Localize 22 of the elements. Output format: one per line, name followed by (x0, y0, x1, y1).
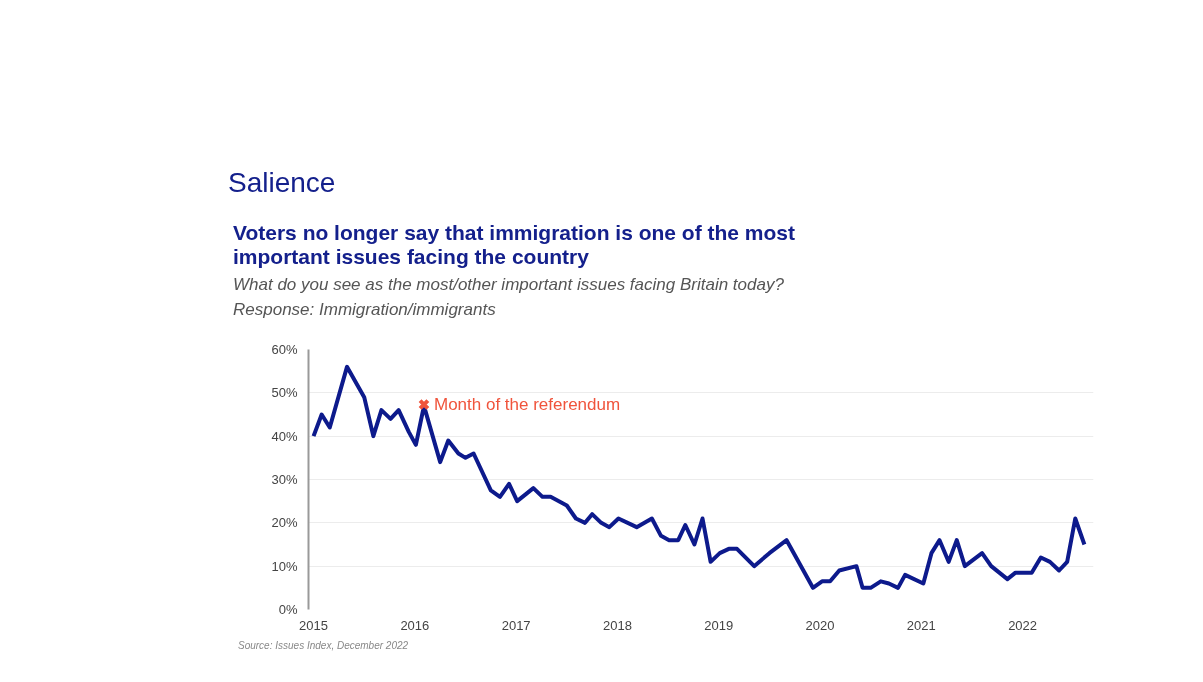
source-note: Source: Issues Index, December 2022 (238, 638, 409, 653)
x-tick-label: 2022 (1008, 617, 1038, 633)
y-tick-label: 0% (278, 601, 298, 617)
x-tick-label: 2015 (299, 617, 329, 633)
y-tick-label: 30% (271, 471, 298, 487)
y-tick-label: 20% (271, 515, 298, 531)
text: What do you see as the most/other important issues facing Britain today? (233, 274, 784, 297)
y-tick-label: 50% (271, 385, 298, 401)
y-tick-label: 60% (271, 341, 298, 357)
x-tick-label: 2018 (602, 617, 632, 633)
chart-title: Salience (228, 166, 336, 200)
y-tick-label: 10% (271, 558, 298, 574)
x-tick-label: 2020 (805, 617, 835, 633)
text: Response: Immigration/immigrants (233, 298, 496, 321)
x-tick-label: 2019 (704, 617, 734, 633)
x-tick-label: 2017 (501, 617, 531, 633)
y-tick-label: 40% (271, 428, 298, 444)
x-tick-label: 2021 (906, 617, 936, 633)
annotation: Month of the referendum (433, 394, 621, 414)
x-tick-label: 2016 (400, 617, 430, 633)
chart-subtitle: Voters no longer say that immigration is one of the most important issues facing the country (233, 221, 797, 270)
line-series (311, 364, 1087, 590)
